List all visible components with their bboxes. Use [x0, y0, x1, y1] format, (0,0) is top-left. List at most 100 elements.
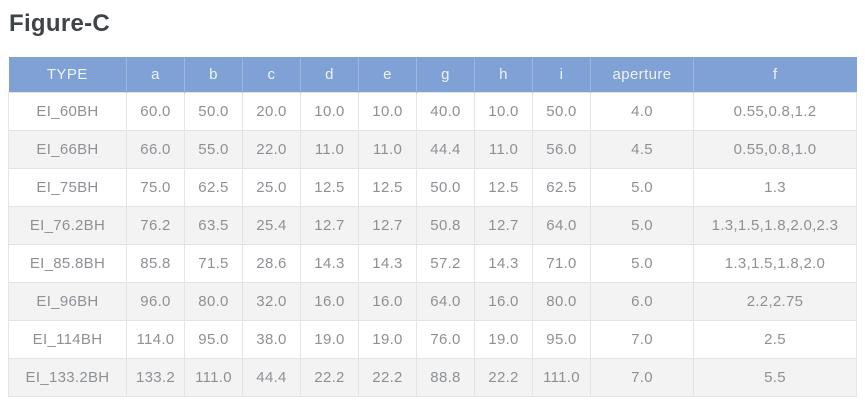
value-cell: 5.0: [590, 206, 694, 245]
table-row: EI_96BH 96.0 80.0 32.0 16.0 16.0 64.0 16.0 80.0 6…: [8, 282, 857, 321]
value-cell: 85.8: [126, 244, 185, 283]
value-cell: 32.0: [242, 282, 301, 321]
value-cell: 71.5: [184, 244, 243, 283]
value-cell: 12.5: [474, 168, 533, 207]
value-cell: 22.0: [242, 130, 301, 169]
value-cell: 22.2: [358, 358, 417, 397]
value-cell: 55.0: [184, 130, 243, 169]
value-cell: 7.0: [590, 358, 694, 397]
value-cell: 63.5: [184, 206, 243, 245]
value-cell: 2.2,2.75: [693, 282, 857, 321]
value-cell: 96.0: [126, 282, 185, 321]
value-cell: 4.0: [590, 92, 694, 131]
value-cell: 11.0: [358, 130, 417, 169]
value-cell: 114.0: [126, 320, 185, 359]
value-cell: 7.0: [590, 320, 694, 359]
value-cell: 19.0: [300, 320, 359, 359]
value-cell: 75.0: [126, 168, 185, 207]
value-cell: 66.0: [126, 130, 185, 169]
value-cell: 22.2: [300, 358, 359, 397]
table-header: TYPE a b c d e g h i aperture f: [8, 57, 857, 93]
value-cell: 111.0: [532, 358, 591, 397]
value-cell: 5.0: [590, 244, 694, 283]
value-cell: 25.0: [242, 168, 301, 207]
value-cell: 50.0: [184, 92, 243, 131]
value-cell: 60.0: [126, 92, 185, 131]
value-cell: 10.0: [300, 92, 359, 131]
value-cell: 88.8: [416, 358, 475, 397]
figure-table: TYPE a b c d e g h i aperture f EI_60BH 60.0 50.0 20.…: [8, 57, 857, 397]
value-cell: 1.3,1.5,1.8,2.0: [693, 244, 857, 283]
type-cell: EI_85.8BH: [8, 244, 127, 283]
column-header-i: i: [532, 57, 591, 93]
value-cell: 16.0: [358, 282, 417, 321]
type-cell: EI_76.2BH: [8, 206, 127, 245]
value-cell: 11.0: [474, 130, 533, 169]
value-cell: 14.3: [300, 244, 359, 283]
value-cell: 16.0: [300, 282, 359, 321]
value-cell: 76.0: [416, 320, 475, 359]
value-cell: 10.0: [474, 92, 533, 131]
table-row: EI_114BH 114.0 95.0 38.0 19.0 19.0 76.0 19.0 95.…: [8, 320, 857, 359]
column-header-c: c: [242, 57, 301, 93]
column-header-type: TYPE: [8, 57, 127, 93]
value-cell: 20.0: [242, 92, 301, 131]
value-cell: 25.4: [242, 206, 301, 245]
type-cell: EI_133.2BH: [8, 358, 127, 397]
value-cell: 2.5: [693, 320, 857, 359]
column-header-g: g: [416, 57, 475, 93]
value-cell: 133.2: [126, 358, 185, 397]
value-cell: 16.0: [474, 282, 533, 321]
value-cell: 0.55,0.8,1.2: [693, 92, 857, 131]
table-row: EI_60BH 60.0 50.0 20.0 10.0 10.0 40.0 10.0 50.0 4…: [8, 92, 857, 131]
value-cell: 50.0: [532, 92, 591, 131]
table-body: EI_60BH 60.0 50.0 20.0 10.0 10.0 40.0 10.0 50.0 4…: [8, 92, 857, 397]
value-cell: 5.5: [693, 358, 857, 397]
column-header-e: e: [358, 57, 417, 93]
value-cell: 28.6: [242, 244, 301, 283]
figure-title: Figure-C: [9, 10, 111, 37]
table-row: EI_66BH 66.0 55.0 22.0 11.0 11.0 44.4 11.0 56.0 4…: [8, 130, 857, 169]
type-cell: EI_75BH: [8, 168, 127, 207]
table-row: EI_76.2BH 76.2 63.5 25.4 12.7 12.7 50.8 12.7 64.…: [8, 206, 857, 245]
value-cell: 12.5: [358, 168, 417, 207]
value-cell: 12.7: [474, 206, 533, 245]
value-cell: 1.3: [693, 168, 857, 207]
column-header-aperture: aperture: [590, 57, 694, 93]
value-cell: 12.7: [358, 206, 417, 245]
header-row: TYPE a b c d e g h i aperture f: [8, 57, 857, 93]
value-cell: 19.0: [358, 320, 417, 359]
type-cell: EI_60BH: [8, 92, 127, 131]
value-cell: 38.0: [242, 320, 301, 359]
value-cell: 50.8: [416, 206, 475, 245]
value-cell: 95.0: [532, 320, 591, 359]
value-cell: 57.2: [416, 244, 475, 283]
value-cell: 64.0: [532, 206, 591, 245]
value-cell: 4.5: [590, 130, 694, 169]
value-cell: 6.0: [590, 282, 694, 321]
value-cell: 19.0: [474, 320, 533, 359]
type-cell: EI_114BH: [8, 320, 127, 359]
value-cell: 64.0: [416, 282, 475, 321]
value-cell: 71.0: [532, 244, 591, 283]
value-cell: 0.55,0.8,1.0: [693, 130, 857, 169]
value-cell: 95.0: [184, 320, 243, 359]
value-cell: 12.7: [300, 206, 359, 245]
value-cell: 14.3: [358, 244, 417, 283]
table-row: EI_75BH 75.0 62.5 25.0 12.5 12.5 50.0 12.5 62.5 5…: [8, 168, 857, 207]
column-header-a: a: [126, 57, 185, 93]
value-cell: 44.4: [242, 358, 301, 397]
value-cell: 22.2: [474, 358, 533, 397]
value-cell: 62.5: [532, 168, 591, 207]
type-cell: EI_66BH: [8, 130, 127, 169]
value-cell: 1.3,1.5,1.8,2.0,2.3: [693, 206, 857, 245]
value-cell: 62.5: [184, 168, 243, 207]
value-cell: 80.0: [532, 282, 591, 321]
value-cell: 80.0: [184, 282, 243, 321]
value-cell: 56.0: [532, 130, 591, 169]
value-cell: 44.4: [416, 130, 475, 169]
value-cell: 40.0: [416, 92, 475, 131]
type-cell: EI_96BH: [8, 282, 127, 321]
value-cell: 111.0: [184, 358, 243, 397]
